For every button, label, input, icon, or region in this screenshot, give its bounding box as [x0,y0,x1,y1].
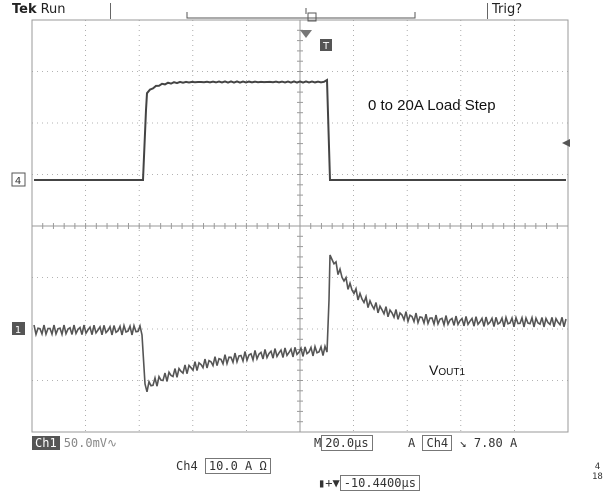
corner-bottom: 18 [592,472,603,482]
ch1-tag: Ch1 [32,436,60,450]
ch4-label: Ch4 [176,459,198,473]
trigger-readout: A Ch4 ↘ 7.80 A [408,435,518,451]
graticule-grid [31,19,569,433]
vout-main: V [429,362,439,378]
timebase-prefix: M [314,436,322,450]
ch4-scale: 10.0 A Ω [204,458,271,474]
trigger-level-marker [562,139,570,147]
trigger-mode: A [408,436,416,450]
offset-value: -10.4400µs [339,475,420,491]
corner-indicator: 4 18 [592,462,603,482]
trigger-status: Trig? [492,2,523,17]
ch1-voltage-trace [33,254,567,392]
ch4-readout: Ch4 10.0 A Ω [176,458,271,474]
trigger-slope-icon: ↘ [459,436,467,450]
ch1-scale: 50.0mV∿ [63,436,118,450]
run-status: Run [40,2,66,17]
offset-prefix-icon: ▮+▼ [318,476,340,490]
timebase-value: 20.0µs [321,435,373,451]
corner-top: 4 [594,462,601,472]
trigger-position-bracket [186,8,416,22]
trigger-level: 7.80 A [473,436,518,450]
header-divider [487,3,488,19]
vout-annotation: VOUT1 [429,362,465,378]
trigger-t-badge: T [320,39,332,52]
ch4-ground-marker: 4 [11,172,26,187]
brand-label: Tek Run [12,2,66,20]
ch1-readout: Ch1 50.0mV∿ [32,436,117,450]
brand-name: Tek [12,2,37,17]
trigger-t-text: T [322,41,330,52]
header-divider [110,3,111,19]
trigger-source: Ch4 [422,435,453,451]
ch4-marker-text: 4 [15,176,21,187]
horizontal-offset-readout: ▮+▼ -10.4400µs [318,475,420,491]
ch1-ground-marker: 1 [12,322,25,336]
timebase-readout: M 20.0µs [314,435,373,451]
ch4-current-trace [34,78,566,181]
vout-subscript: OUT1 [438,367,466,378]
ch1-marker-text: 1 [15,325,21,336]
trigger-position-marker [300,30,312,38]
load-step-annotation: 0 to 20A Load Step [368,97,496,114]
